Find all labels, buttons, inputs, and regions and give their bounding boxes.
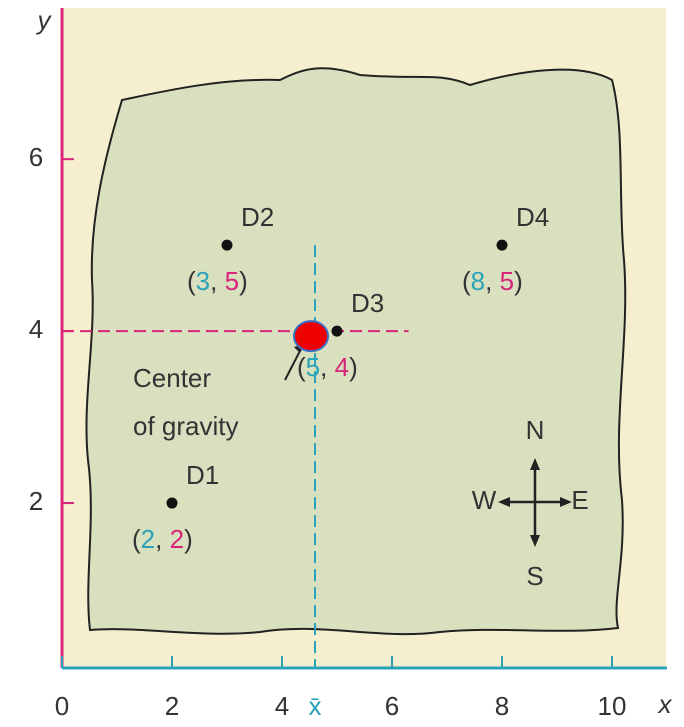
point: [331, 325, 343, 337]
y-axis-label: y: [36, 5, 53, 35]
compass-n: N: [526, 415, 545, 445]
coordinate-y: 5: [225, 266, 239, 296]
point-label: D3: [351, 288, 384, 318]
point-label: D4: [516, 202, 549, 232]
compass-s: S: [526, 561, 543, 591]
x-tick-label: 8: [495, 691, 509, 721]
punctuation: ,: [155, 524, 169, 554]
point: [166, 497, 178, 509]
coordinate-x: 8: [471, 266, 485, 296]
x-tick-label: 2: [165, 691, 179, 721]
coordinate-x: 3: [196, 266, 210, 296]
coordinate-y: 5: [500, 266, 514, 296]
center-of-gravity: [293, 320, 329, 353]
coordinate-label: (5, 4): [297, 352, 358, 382]
coordinate-label: (2, 2): [132, 524, 193, 554]
punctuation: ): [349, 352, 358, 382]
coordinate-y: 2: [170, 524, 184, 554]
compass: [498, 458, 572, 547]
punctuation: ): [239, 266, 248, 296]
y-tick-label: 4: [29, 314, 43, 344]
coordinate-x: 5: [306, 352, 320, 382]
point: [496, 239, 508, 251]
punctuation: (: [132, 524, 141, 554]
y-tick-label: 2: [29, 486, 43, 516]
coordinate-label: (3, 5): [187, 266, 248, 296]
punctuation: (: [462, 266, 471, 296]
x-tick-label: 4: [275, 691, 289, 721]
x-axis-label: x: [657, 689, 673, 719]
punctuation: ,: [320, 352, 334, 382]
punctuation: ): [514, 266, 523, 296]
coordinate-y: 4: [335, 352, 349, 382]
coordinate-x: 2: [141, 524, 155, 554]
punctuation: ,: [210, 266, 224, 296]
point-label: D2: [241, 202, 274, 232]
punctuation: (: [187, 266, 196, 296]
x-tick-label: 0: [55, 691, 69, 721]
compass-e: E: [571, 485, 588, 515]
point-label: D1: [186, 460, 219, 490]
punctuation: ,: [485, 266, 499, 296]
point: [221, 239, 233, 251]
center-annotation: of gravity: [133, 411, 239, 441]
x-tick-label: 10: [598, 691, 627, 721]
center-annotation: Center: [133, 363, 211, 393]
compass-w: W: [472, 485, 497, 515]
region: [85, 67, 627, 636]
y-tick-label: 6: [29, 142, 43, 172]
punctuation: ): [184, 524, 193, 554]
x-tick-label: 6: [385, 691, 399, 721]
punctuation: (: [297, 352, 306, 382]
coordinate-label: (8, 5): [462, 266, 523, 296]
center-x-label: x̄: [309, 691, 322, 721]
